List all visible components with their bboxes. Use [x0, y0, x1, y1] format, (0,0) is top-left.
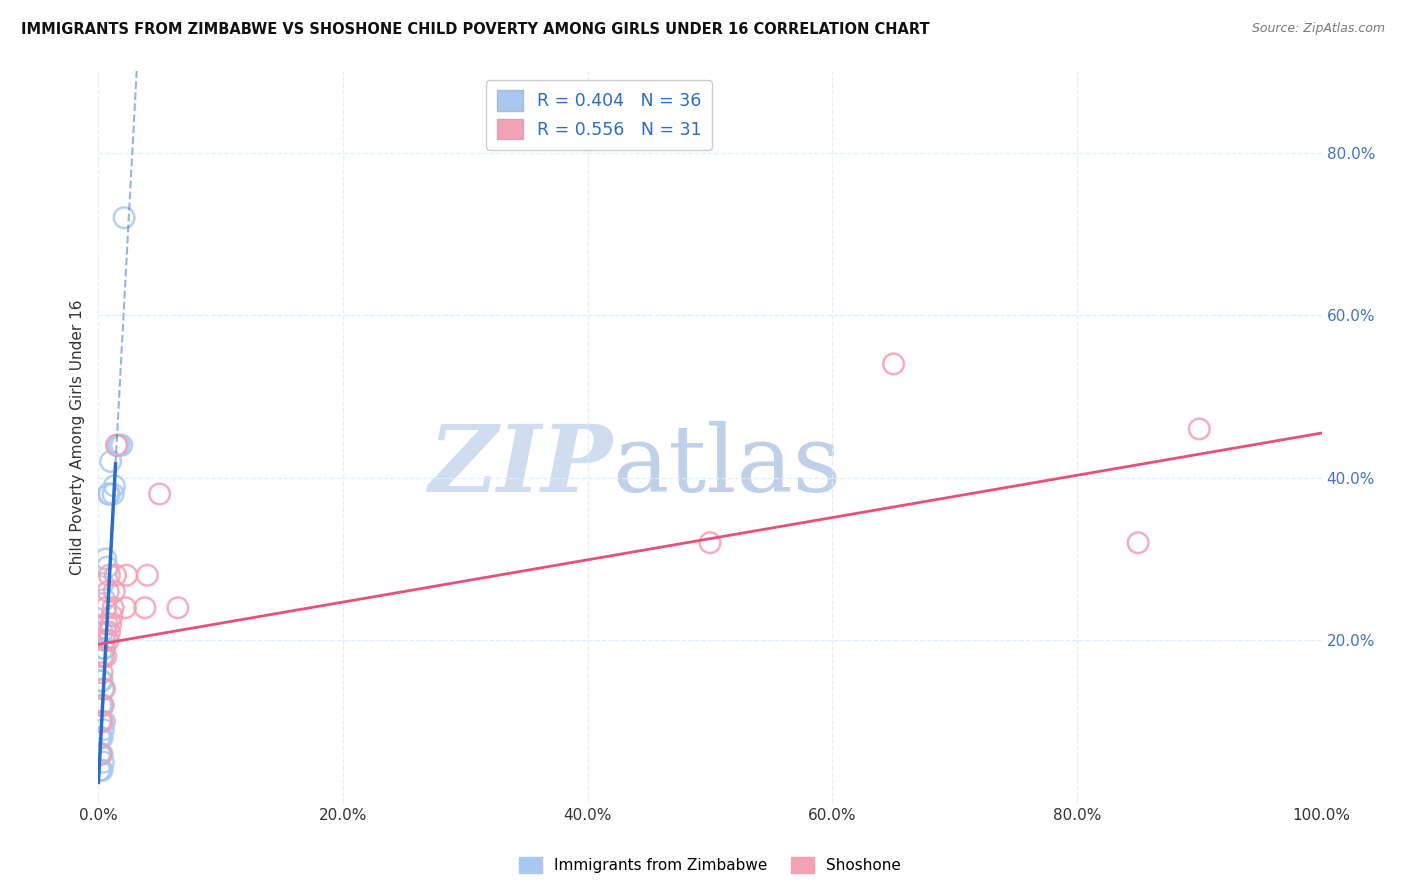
Point: [96, 560, 118, 574]
Point: [1188, 422, 1211, 436]
Point: [98, 487, 121, 501]
Point: [91, 714, 114, 729]
Point: [91, 625, 114, 640]
Point: [93, 633, 115, 648]
Point: [91, 576, 114, 591]
Point: [91, 641, 114, 656]
Point: [149, 487, 172, 501]
Point: [91, 731, 114, 745]
Point: [114, 600, 136, 615]
Point: [97, 584, 120, 599]
Point: [90, 747, 112, 761]
Point: [93, 592, 115, 607]
Point: [91, 755, 114, 769]
Point: [90, 747, 112, 761]
Point: [136, 568, 159, 582]
Point: [91, 681, 114, 696]
Point: [93, 681, 115, 696]
Point: [105, 438, 128, 452]
Point: [1128, 535, 1150, 549]
Point: [96, 617, 118, 632]
Point: [101, 487, 124, 501]
Point: [90, 714, 112, 729]
Point: [93, 714, 115, 729]
Point: [94, 600, 117, 615]
Point: [94, 649, 117, 664]
Point: [112, 211, 135, 225]
Point: [91, 673, 114, 688]
Point: [91, 649, 114, 664]
Point: [91, 649, 114, 664]
Point: [89, 764, 111, 778]
Point: [90, 698, 112, 713]
Point: [100, 454, 122, 468]
Point: [105, 438, 128, 452]
Point: [108, 438, 131, 452]
Text: atlas: atlas: [612, 421, 841, 511]
Point: [167, 600, 190, 615]
Point: [91, 665, 114, 680]
Point: [94, 625, 117, 640]
Point: [89, 747, 111, 761]
Point: [90, 714, 112, 729]
Text: IMMIGRANTS FROM ZIMBABWE VS SHOSHONE CHILD POVERTY AMONG GIRLS UNDER 16 CORRELAT: IMMIGRANTS FROM ZIMBABWE VS SHOSHONE CHI…: [21, 22, 929, 37]
Point: [91, 764, 114, 778]
Point: [115, 568, 138, 582]
Point: [101, 600, 124, 615]
Point: [104, 568, 127, 582]
Legend: Immigrants from Zimbabwe, Shoshone: Immigrants from Zimbabwe, Shoshone: [513, 851, 907, 880]
Point: [97, 633, 120, 648]
Point: [97, 487, 120, 501]
Point: [111, 438, 134, 452]
Text: ZIP: ZIP: [427, 421, 612, 511]
Point: [91, 698, 114, 713]
Point: [101, 608, 124, 623]
Point: [89, 731, 111, 745]
Point: [98, 568, 121, 582]
Point: [90, 731, 112, 745]
Y-axis label: Child Poverty Among Girls Under 16: Child Poverty Among Girls Under 16: [70, 300, 86, 574]
Point: [103, 584, 125, 599]
Point: [103, 479, 125, 493]
Point: [91, 698, 114, 713]
Point: [93, 641, 115, 656]
Point: [100, 617, 122, 632]
Point: [91, 723, 114, 737]
Point: [90, 673, 112, 688]
Point: [98, 625, 121, 640]
Point: [699, 535, 721, 549]
Point: [91, 747, 114, 761]
Point: [883, 357, 905, 371]
Point: [94, 552, 117, 566]
Point: [90, 764, 112, 778]
Text: Source: ZipAtlas.com: Source: ZipAtlas.com: [1251, 22, 1385, 36]
Point: [134, 600, 156, 615]
